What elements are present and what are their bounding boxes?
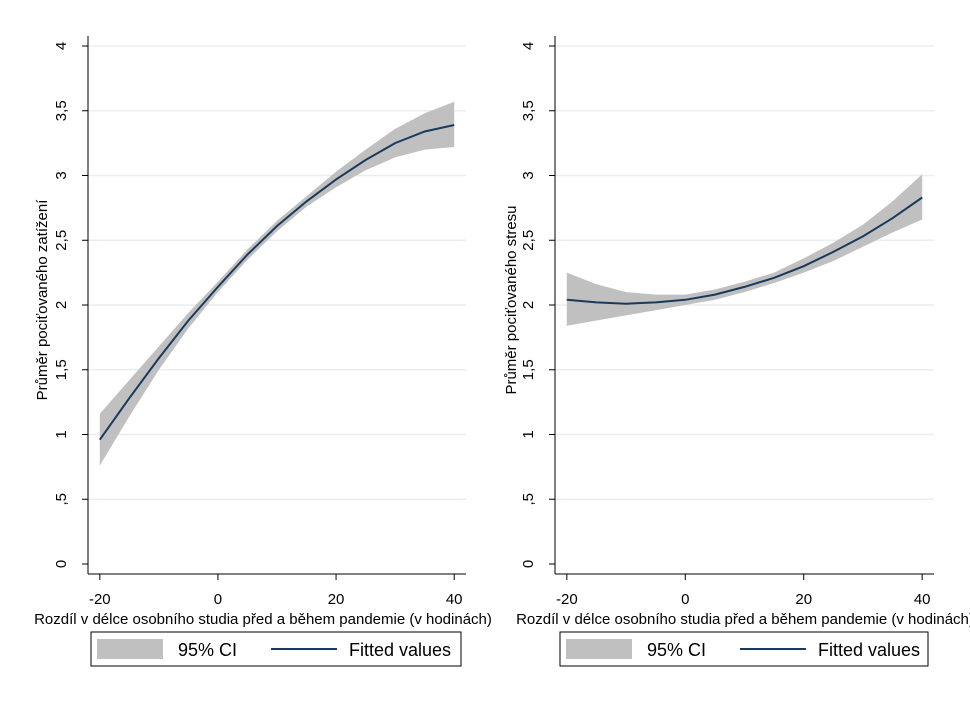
x-tick-label: -20: [89, 591, 111, 608]
y-tick-label: 2: [53, 301, 70, 309]
y-tick-label: 3: [520, 171, 537, 179]
y-tick-label: 1: [53, 430, 70, 438]
ci-band: [566, 174, 923, 326]
y-tick-label: 2,5: [53, 230, 70, 251]
x-tick-label: 20: [328, 591, 345, 608]
y-tick-label: 1: [520, 430, 537, 438]
y-tick-label: ,5: [53, 493, 70, 506]
y-tick-label: 1,5: [520, 359, 537, 380]
y-tick-label: 4: [53, 42, 70, 50]
y-tick-label: ,5: [520, 493, 537, 506]
y-tick-label: 1,5: [53, 359, 70, 380]
y-tick-label: 4: [520, 42, 537, 50]
chart-panel-1: 0 ,5 1 1,5 2 2,5 3 3,5 4 -20 0 20 40 Průměr pociťovan…: [34, 36, 492, 667]
y-tick-label: 3,5: [520, 100, 537, 121]
fitted-line: [566, 196, 923, 305]
ci-band: [99, 101, 455, 466]
legend-fit-label: Fitted values: [818, 640, 920, 660]
x-tick-label: 0: [681, 591, 689, 608]
y-tick-label: 3: [53, 171, 70, 179]
y-tick-label: 3,5: [53, 100, 70, 121]
y-tick-label: 0: [53, 560, 70, 568]
legend-ci-swatch: [566, 639, 632, 659]
y-axis-title: Průměr pociťovaného zatížení: [34, 199, 51, 401]
legend: 95% CI Fitted values: [90, 631, 462, 667]
y-tick-label: 2,5: [520, 230, 537, 251]
x-tick-label: 20: [795, 591, 812, 608]
legend: 95% CI Fitted values: [559, 631, 929, 667]
x-axis-title: Rozdíl v délce osobního studia před a bě…: [34, 611, 492, 628]
x-tick-label: 40: [446, 591, 463, 608]
x-tick-label: 0: [214, 591, 222, 608]
x-tick-label: 40: [914, 591, 931, 608]
y-axis-title: Průměr pociťovaného stresu: [503, 205, 520, 394]
x-axis-title: Rozdíl v délce osobního studia před a bě…: [516, 611, 970, 628]
chart-panel-2: 0 ,5 1 1,5 2 2,5 3 3,5 4 -20 0 20 40 Průměr pociťovan…: [503, 36, 970, 667]
legend-ci-label: 95% CI: [178, 640, 237, 660]
y-tick-label: 0: [520, 560, 537, 568]
y-tick-label: 2: [520, 301, 537, 309]
legend-ci-swatch: [97, 639, 163, 659]
fitted-line: [98, 124, 455, 441]
legend-fit-label: Fitted values: [349, 640, 451, 660]
legend-ci-label: 95% CI: [647, 640, 706, 660]
x-tick-label: -20: [556, 591, 578, 608]
